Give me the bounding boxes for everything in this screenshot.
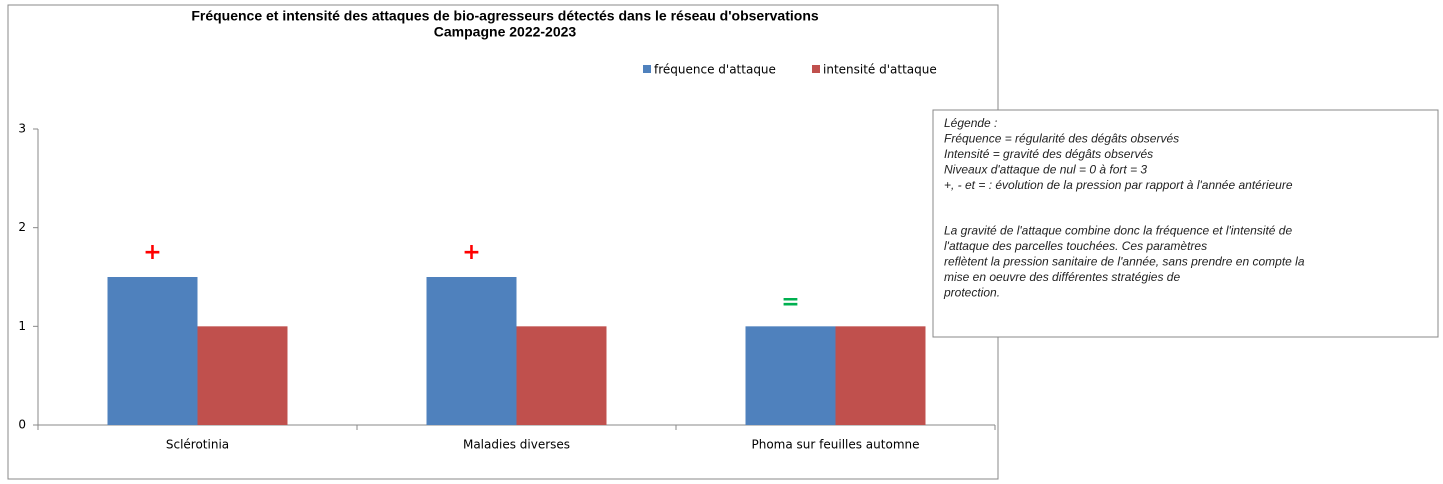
note-line: Fréquence = régularité des dégâts observ…: [944, 132, 1179, 146]
bar: [745, 326, 836, 425]
y-tick-label: 3: [18, 122, 26, 136]
x-tick-label: Maladies diverses: [463, 438, 570, 452]
note-line: La gravité de l'attaque combine donc la …: [944, 224, 1292, 238]
y-tick-label: 0: [18, 418, 26, 432]
note-line: reflètent la pression sanitaire de l'ann…: [944, 255, 1305, 269]
y-tick-label: 1: [18, 319, 26, 333]
note-line: Niveaux d'attaque de nul = 0 à fort = 3: [944, 163, 1147, 177]
y-tick-label: 2: [18, 220, 26, 234]
note-line: mise en oeuvre des différentes stratégie…: [944, 270, 1180, 284]
annotation: +: [143, 240, 161, 265]
annotation: +: [462, 240, 480, 265]
bar: [197, 326, 288, 425]
bar: [835, 326, 926, 425]
bar: [426, 277, 517, 425]
x-tick-label: Sclérotinia: [166, 438, 229, 452]
legend-swatch: [643, 65, 651, 73]
legend-swatch: [812, 65, 820, 73]
note-line: +, - et = : évolution de la pression par…: [944, 178, 1293, 192]
chart-title: Campagne 2022-2023: [434, 24, 577, 40]
legend-label: intensité d'attaque: [823, 63, 937, 77]
x-tick-label: Phoma sur feuilles automne: [752, 438, 920, 452]
note-box: [932, 109, 1439, 338]
note-line: Intensité = gravité des dégâts observés: [944, 147, 1153, 161]
bar: [107, 277, 198, 425]
note-line: protection.: [943, 286, 1000, 300]
note-line: l'attaque des parcelles touchées. Ces pa…: [944, 239, 1207, 253]
annotation: =: [781, 289, 799, 314]
bar: [516, 326, 607, 425]
chart-title: Fréquence et intensité des attaques de b…: [191, 8, 819, 24]
note-line: Légende :: [944, 116, 997, 130]
legend-label: fréquence d'attaque: [654, 63, 776, 77]
